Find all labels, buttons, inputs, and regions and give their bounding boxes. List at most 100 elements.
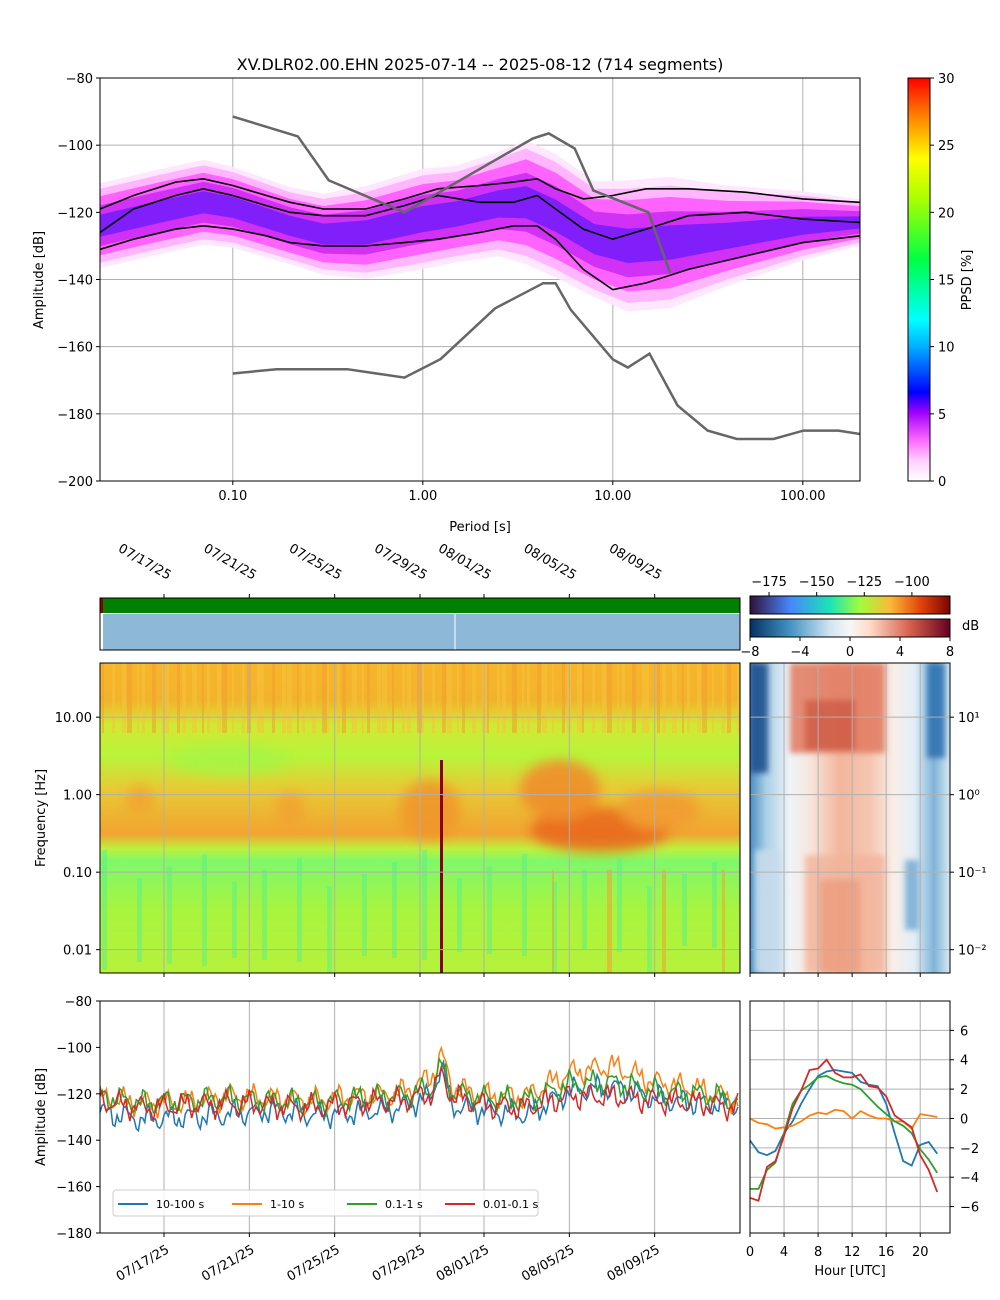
spectrogram-stripe: [502, 663, 506, 733]
spectrogram-stripe: [312, 663, 316, 733]
band-legend-label: 0.1-1 s: [385, 1198, 423, 1211]
band-x-tick-label: 08/01/25: [434, 1242, 492, 1284]
diurnal-x-label: Hour [UTC]: [814, 1264, 885, 1279]
spectrogram-stripe: [607, 870, 612, 973]
spectrogram-stripe: [367, 663, 370, 733]
band-x-tick-label: 07/21/25: [199, 1242, 257, 1284]
ppsd-colorbar-ticks: 0 5 10 15 20 25 30: [930, 72, 955, 490]
diurnal-series-line: [750, 1069, 938, 1167]
spectrogram-stripe: [392, 663, 394, 733]
spectrogram-stripe: [297, 663, 299, 733]
spectrogram-stripe: [607, 663, 612, 733]
spectrogram-stripe: [167, 866, 172, 964]
spectrogram-stripe: [672, 663, 677, 733]
availability-frame: [99, 597, 741, 651]
spectrogram-stripe: [182, 663, 186, 733]
spectrogram-stripe: [552, 663, 554, 733]
spectrogram-stripe: [662, 870, 666, 973]
spectrogram-stripe: [272, 663, 275, 733]
band-y-tick-label: −120: [56, 1088, 92, 1103]
spectrogram-stripe: [512, 663, 517, 733]
band-y-tick-label: −80: [65, 995, 92, 1010]
spectrogram-stripe: [447, 663, 452, 733]
spectrogram-stripe: [112, 663, 115, 733]
diurnal-line-frame: [749, 1000, 951, 1234]
spectrogram-stripe: [642, 663, 647, 733]
spectrogram-colorbar-tick-label: −150: [799, 575, 835, 590]
spectrogram-stripe: [647, 886, 652, 973]
diurnal-line-x-tick-label: 4: [780, 1245, 788, 1260]
ppsd-colorbar-tick-label: 15: [938, 274, 955, 289]
spectrogram-stripe: [327, 663, 329, 733]
spectrogram-stripe: [287, 663, 292, 733]
diurnal-y-tick-label: 10¹: [958, 711, 980, 726]
spectrogram-stripe: [657, 663, 660, 733]
spectrogram-stripe: [402, 663, 405, 733]
spectrogram-stripe: [352, 663, 357, 733]
spectrogram-colorbar-tick-label: −175: [751, 575, 787, 590]
spectrogram-stripe: [362, 663, 364, 733]
spectrogram-stripe: [222, 663, 227, 733]
spectrogram-stripe: [297, 858, 302, 962]
spectrogram-stripe: [632, 663, 636, 733]
ppsd-y-tick-label: −80: [66, 72, 93, 87]
band-legend-label: 1-10 s: [270, 1198, 304, 1211]
spectrogram-stripe: [617, 858, 622, 952]
ppsd-colorbar-tick-label: 30: [938, 72, 955, 87]
ppsd-x-tick-label: 100.00: [780, 489, 826, 504]
band-timeseries-panel: 07/17/25 07/21/25 07/25/25 07/29/25 08/01/25…: [34, 995, 741, 1285]
spectrogram-stripe: [422, 850, 427, 960]
spectrogram-y-tick-label: 1.00: [63, 789, 92, 804]
spectrogram-event-line: [440, 760, 443, 973]
spectrogram-stripe: [722, 870, 725, 973]
ppsd-axis-ticks: 0.10 1.00 10.00 100.00 −200 −180 −160 −140 −120 −…: [57, 72, 825, 504]
diurnal-line-x-tick-label: 20: [912, 1245, 929, 1260]
band-series-line: [100, 1064, 739, 1124]
diurnal-colorbar-tick-label: 0: [846, 645, 854, 660]
ppsd-density-layer: [100, 186, 860, 263]
spectrogram-stripe: [122, 663, 126, 733]
spectrogram-stripe: [202, 854, 207, 966]
diurnal-spectrogram-frame: [749, 662, 951, 974]
spectrogram-stripe: [682, 874, 687, 946]
diurnal-colorbar-tick-label: 8: [946, 645, 954, 660]
band-legend-box: [112, 1189, 539, 1217]
spectrogram-stripe: [217, 663, 221, 733]
spectrogram-stripe: [302, 663, 305, 733]
spectrogram-stripe: [522, 663, 524, 733]
diurnal-spectrogram-grid: [750, 663, 950, 973]
spectrogram-stripe: [522, 854, 527, 956]
band-y-tick-label: −100: [56, 1041, 92, 1056]
ppsd-noise-models: [232, 115, 860, 441]
spectrogram-stripe: [712, 862, 717, 948]
spectrogram-stripe: [192, 663, 197, 733]
spectrogram-stripe: [127, 663, 132, 733]
spectrogram-stripe: [142, 663, 145, 733]
diurnal-line-panel: 0 4 8 12 16 20 −6 −4 −2 0 2 4 6 Hour [UTC]: [746, 1000, 979, 1279]
ppsd-colorbar-tick-label: 10: [938, 341, 955, 356]
diurnal-line-y-tick-label: 6: [960, 1024, 968, 1039]
spectrogram-y-tick-label: 10.00: [55, 711, 92, 726]
spectrogram-stripe: [602, 663, 606, 733]
diurnal-y-tick-label: 10⁻¹: [958, 866, 987, 881]
spectrogram-stripe: [152, 663, 156, 733]
diurnal-line-x-tick-label: 8: [814, 1245, 822, 1260]
spectrogram-stripe: [242, 663, 245, 733]
figure-title: XV.DLR02.00.EHN 2025-07-14 -- 2025-08-12…: [237, 55, 724, 74]
spectrogram-colorbar: −175 −150 −125 −100: [749, 575, 951, 615]
spectrogram-stripe: [362, 874, 367, 956]
spectrogram-stripe: [552, 882, 557, 973]
ppsd-colorbar-tick-label: 20: [938, 206, 955, 221]
spectrogram-stripe: [257, 663, 262, 733]
band-legend: 10-100 s 1-10 s 0.1-1 s 0.01-0.1 s: [112, 1189, 539, 1217]
diurnal-colorbar-ramp: [749, 618, 951, 638]
spectrogram-stripe: [722, 663, 725, 733]
ppsd-y-label: Amplitude [dB]: [32, 231, 47, 329]
ppsd-colorbar: [907, 77, 931, 482]
spectrogram-stripe: [457, 878, 462, 952]
spectrogram-stripe: [337, 663, 340, 733]
spectrogram-stripe: [282, 663, 286, 733]
ppsd-y-tick-label: −180: [57, 408, 93, 423]
band-y-tick-label: −160: [56, 1181, 92, 1196]
ppsd-x-tick-label: 0.10: [218, 489, 247, 504]
